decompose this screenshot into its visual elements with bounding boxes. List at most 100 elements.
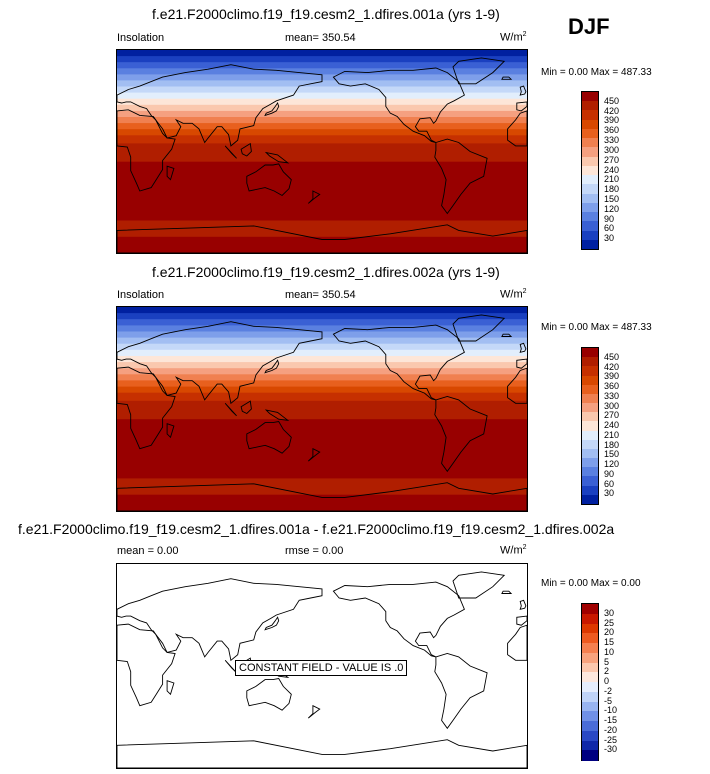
panel1-variable-label: Insolation bbox=[117, 32, 165, 44]
panel2-insolation-field bbox=[117, 307, 527, 511]
insolation-band bbox=[117, 478, 527, 496]
coastline bbox=[117, 739, 527, 768]
panel2-colorbar: 450 420 390 360 330 300 270 240 210 180 150 120 90 60… bbox=[581, 347, 619, 505]
colorbar-swatch bbox=[582, 740, 598, 751]
colorbar-swatch bbox=[582, 110, 598, 121]
insolation-band bbox=[117, 68, 527, 75]
coastline bbox=[166, 680, 175, 696]
colorbar-swatch bbox=[582, 439, 598, 450]
colorbar-swatch bbox=[582, 643, 598, 654]
colorbar-swatch bbox=[582, 721, 598, 732]
colorbar-swatch bbox=[582, 239, 598, 250]
coastline bbox=[240, 400, 252, 415]
colorbar-swatch bbox=[582, 485, 598, 496]
colorbar-swatch bbox=[582, 604, 598, 615]
panel2-title: f.e21.F2000climo.f19_f19.cesm2_1.dfires.… bbox=[152, 264, 500, 280]
colorbar-swatch bbox=[582, 128, 598, 139]
colorbar-tick-label: 420 bbox=[604, 361, 620, 372]
panel2-mean-label: mean= 350.54 bbox=[285, 289, 356, 301]
colorbar-swatch bbox=[582, 202, 598, 213]
coastline bbox=[507, 624, 527, 661]
coastline bbox=[224, 145, 237, 159]
insolation-band bbox=[117, 494, 527, 511]
colorbar-tick-label: 150 bbox=[604, 193, 620, 204]
coastline bbox=[307, 190, 321, 204]
colorbar-tick-label: 390 bbox=[604, 115, 620, 126]
colorbar-tick-label: 210 bbox=[604, 429, 620, 440]
coastline bbox=[246, 420, 292, 454]
colorbar-swatch bbox=[582, 430, 598, 441]
coastline bbox=[117, 109, 176, 192]
panel1-coastlines bbox=[117, 57, 527, 253]
insolation-band bbox=[117, 135, 527, 144]
insolation-band bbox=[117, 325, 527, 332]
coastline bbox=[519, 599, 527, 610]
coastline bbox=[117, 623, 176, 707]
colorbar-tick-label: 450 bbox=[604, 351, 620, 362]
colorbar-tick-label: 120 bbox=[604, 459, 620, 469]
coastline bbox=[264, 409, 290, 421]
colorbar-swatch bbox=[582, 156, 598, 167]
colorbar-swatch bbox=[582, 221, 598, 232]
colorbar-swatch bbox=[582, 101, 598, 111]
coastline bbox=[501, 76, 513, 80]
coastline bbox=[117, 224, 527, 253]
panel1-units: W/m2 bbox=[500, 31, 527, 44]
insolation-band bbox=[117, 56, 527, 63]
coastline bbox=[332, 324, 465, 401]
colorbar-swatch bbox=[582, 375, 598, 386]
coastline bbox=[117, 366, 176, 450]
coastline bbox=[434, 396, 488, 473]
panel3-minmax: Min = 0.00 Max = 0.00 bbox=[541, 578, 641, 589]
coastline bbox=[452, 314, 506, 342]
colorbar-tick-label: 210 bbox=[604, 174, 620, 185]
insolation-band bbox=[117, 129, 527, 136]
colorbar-tick-label: 30 bbox=[604, 607, 615, 618]
colorbar-tick-label: 120 bbox=[604, 203, 620, 214]
insolation-band bbox=[117, 92, 527, 100]
colorbar-tick-label: -5 bbox=[604, 695, 613, 706]
insolation-band bbox=[117, 98, 527, 106]
colorbar-swatch bbox=[582, 230, 598, 241]
insolation-band bbox=[117, 368, 527, 375]
coastline bbox=[240, 142, 252, 157]
colorbar-swatch bbox=[582, 448, 598, 459]
colorbar-tick-label: -15 bbox=[604, 715, 618, 725]
insolation-band bbox=[117, 343, 527, 351]
coastline bbox=[246, 163, 292, 197]
colorbar-swatch bbox=[582, 412, 598, 422]
insolation-band bbox=[117, 143, 527, 163]
coastline bbox=[516, 358, 527, 369]
coastline bbox=[516, 615, 527, 626]
insolation-band bbox=[117, 123, 527, 130]
colorbar-swatch bbox=[582, 494, 598, 505]
panel1-title: f.e21.F2000climo.f19_f19.cesm2_1.dfires.… bbox=[152, 6, 500, 22]
coastline bbox=[507, 110, 527, 147]
panel2-units: W/m2 bbox=[500, 288, 527, 301]
colorbar-swatch bbox=[582, 682, 598, 693]
coastline bbox=[501, 590, 513, 594]
insolation-band bbox=[117, 117, 527, 124]
panel3-units: W/m2 bbox=[500, 544, 527, 557]
colorbar-tick-label: 270 bbox=[604, 154, 620, 165]
colorbar-tick-label: 20 bbox=[604, 627, 615, 638]
colorbar-swatch bbox=[582, 467, 598, 477]
coastline bbox=[434, 138, 488, 215]
colorbar-swatch bbox=[582, 175, 598, 185]
panel3-mean-label: mean = 0.00 bbox=[117, 545, 179, 557]
coastline bbox=[117, 321, 323, 405]
constant-field-label: CONSTANT FIELD - VALUE IS .0 bbox=[235, 660, 408, 676]
colorbar-swatch bbox=[582, 652, 598, 663]
colorbar-tick-label: -10 bbox=[604, 705, 618, 716]
panel2-minmax: Min = 0.00 Max = 487.33 bbox=[541, 322, 652, 333]
colorbar-swatch bbox=[582, 393, 598, 404]
colorbar-tick-label: 390 bbox=[604, 371, 620, 382]
colorbar-tick-label: 450 bbox=[604, 95, 620, 106]
colorbar-swatch bbox=[582, 672, 598, 683]
colorbar-tick-label: 90 bbox=[604, 213, 615, 224]
insolation-band bbox=[117, 161, 527, 222]
panel2-variable-label: Insolation bbox=[117, 289, 165, 301]
insolation-band bbox=[117, 62, 527, 69]
colorbar-tick-label: 360 bbox=[604, 381, 620, 391]
insolation-band bbox=[117, 380, 527, 387]
